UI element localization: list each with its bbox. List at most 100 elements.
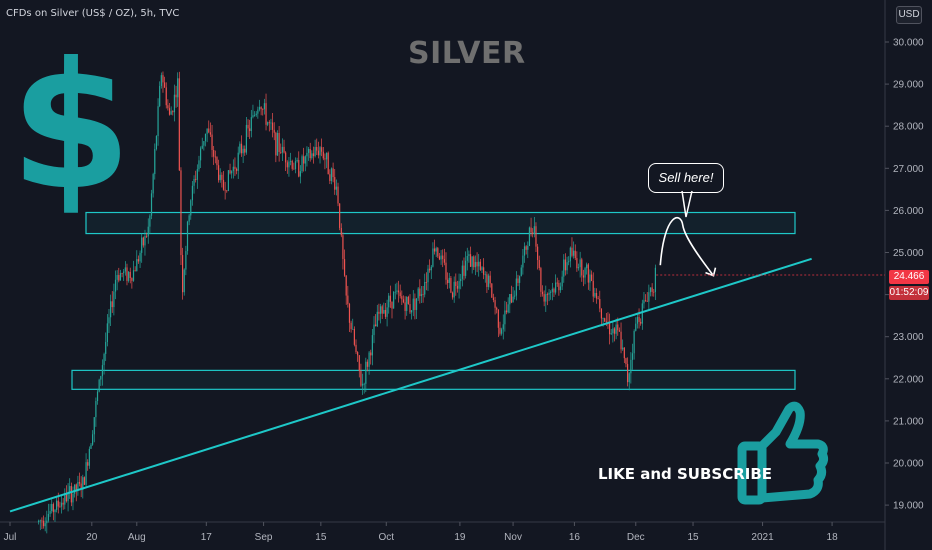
candle-body <box>430 266 432 271</box>
candle-body <box>345 275 347 296</box>
candle-body <box>497 309 499 328</box>
sell-callout: Sell here! <box>648 163 724 193</box>
dollar-sign-icon: $ <box>10 26 132 229</box>
candle-body <box>257 109 259 114</box>
candle-body <box>142 237 144 246</box>
candle-body <box>327 152 329 175</box>
candle-body <box>543 294 545 302</box>
candle-body <box>473 256 475 268</box>
candle-body <box>509 294 511 305</box>
candle-body <box>285 152 287 163</box>
candle-body <box>379 306 382 314</box>
candle-body <box>293 168 295 170</box>
candle-body <box>352 328 354 330</box>
candle-body <box>283 146 285 153</box>
candle-body <box>571 247 573 256</box>
candle-body <box>363 383 365 385</box>
candle-body <box>113 291 115 308</box>
candle-body <box>185 251 187 270</box>
candle-body <box>501 329 503 334</box>
x-tick-label: 18 <box>827 532 839 543</box>
candle-body <box>525 246 527 250</box>
candle-body <box>299 171 301 177</box>
candle-body <box>144 236 146 246</box>
candle-body <box>384 309 387 317</box>
candle-body <box>469 254 472 267</box>
candle-body <box>227 170 230 191</box>
candle-body <box>322 151 324 159</box>
candle-body <box>245 124 248 153</box>
candle-body <box>152 174 154 194</box>
y-tick-label: 27.000 <box>893 164 924 175</box>
candle-body <box>265 103 267 125</box>
candle-body <box>92 434 94 445</box>
candle-body <box>401 296 403 300</box>
candle-body <box>334 177 336 190</box>
candle-body <box>208 128 210 133</box>
candle-body <box>312 153 315 157</box>
candle-body <box>653 291 655 293</box>
candle-body <box>399 292 401 297</box>
candle-body <box>160 75 162 86</box>
candle-body <box>643 300 645 304</box>
candle-body <box>216 157 218 166</box>
candle-body <box>541 291 544 295</box>
candle-body <box>638 317 640 322</box>
candle-body <box>347 295 349 304</box>
candle-body <box>98 379 100 392</box>
candle-body <box>60 502 63 507</box>
candle-body <box>286 162 288 168</box>
candle-body <box>573 250 575 256</box>
candle-body <box>465 260 467 276</box>
candle-body <box>420 294 423 297</box>
y-tick-label: 20.000 <box>893 459 924 470</box>
candle-body <box>51 504 53 511</box>
candle-body <box>235 168 238 171</box>
candle-body <box>566 262 568 271</box>
candle-body <box>451 292 454 298</box>
candle-body <box>69 486 71 493</box>
candle-body <box>448 277 450 283</box>
candle-body <box>586 264 588 269</box>
candle-body <box>309 148 311 159</box>
candle-body <box>232 166 234 172</box>
candle-body <box>486 274 488 287</box>
candle-body <box>604 318 606 322</box>
candle-body <box>167 105 169 109</box>
candle-body <box>376 311 378 327</box>
candle-body <box>281 146 283 153</box>
candle-body <box>510 294 513 303</box>
candle-body <box>170 111 172 115</box>
candle-body <box>219 174 221 181</box>
candle-body <box>103 353 105 366</box>
candle-body <box>255 113 257 116</box>
candle-body <box>348 303 351 323</box>
candle-body <box>533 226 535 235</box>
y-tick-label: 30.000 <box>893 38 924 49</box>
x-tick-label: Jul <box>4 532 17 543</box>
candle-body <box>340 227 342 236</box>
thumbs-up-icon <box>737 401 829 505</box>
candle-body <box>201 145 203 149</box>
candle-body <box>584 268 586 278</box>
candle-body <box>280 151 282 153</box>
candle-body <box>620 331 622 350</box>
candle-body <box>625 358 627 365</box>
candle-body <box>129 271 131 278</box>
candle-body <box>193 178 195 186</box>
candle-body <box>85 462 87 485</box>
candle-body <box>360 371 362 386</box>
candle-body <box>139 252 141 262</box>
currency-button[interactable]: USD <box>896 6 922 24</box>
candle-body <box>195 178 197 180</box>
candle-body <box>545 294 547 302</box>
candle-body <box>631 353 634 360</box>
candle-body <box>301 156 303 172</box>
candle-body <box>551 288 553 292</box>
candle-body <box>95 401 97 418</box>
candle-body <box>507 304 509 313</box>
y-tick-label: 29.000 <box>893 80 924 91</box>
candle-body <box>123 271 125 274</box>
candle-body <box>342 235 344 260</box>
